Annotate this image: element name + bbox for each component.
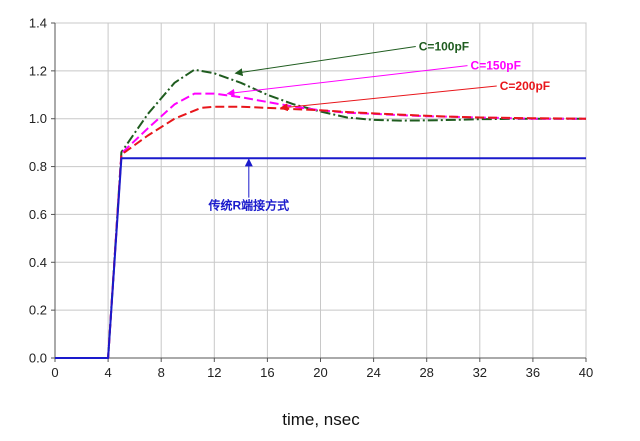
y-tick-label: 0.4 [29,255,47,270]
annotation-label-1: C=100pF [419,40,469,54]
annotation-label-2: C=150pF [471,59,521,73]
annotation-label-4: 传统R端接方式 [207,198,289,213]
series-line-4 [55,157,586,359]
series-line-1 [55,68,586,359]
y-tick-label: 0.6 [29,207,47,222]
annotation-arrow-3 [279,85,497,112]
y-tick-label: 0.0 [29,351,47,366]
annotation-arrow-2 [226,65,468,97]
y-tick-label: 0.8 [29,159,47,174]
annotation-label-3: C=200pF [500,79,550,93]
tick-labels: 0 4 8 12 16 20 24 28 32 36 40 0.0 0.2 0.4 0.6 0.8 1.0 1.2… [29,16,593,381]
x-tick-label: 12 [207,365,221,380]
series-line-3 [55,105,587,359]
y-tick-label: 1.2 [29,63,47,78]
x-tick-label: 24 [366,365,380,380]
x-tick-label: 40 [579,365,593,380]
x-axis-label: time, nsec [282,410,360,429]
y-tick-label: 1.0 [29,111,47,126]
x-tick-label: 4 [104,365,111,380]
x-tick-label: 20 [313,365,327,380]
y-tick-label: 1.4 [29,16,47,31]
annotation-arrow-1 [234,46,416,77]
x-tick-label: 0 [51,365,58,380]
x-tick-label: 32 [473,365,487,380]
x-tick-label: 16 [260,365,274,380]
x-tick-label: 36 [526,365,540,380]
y-tick-label: 0.2 [29,303,47,318]
x-tick-label: 28 [419,365,433,380]
series-lines [55,68,587,359]
x-tick-label: 8 [158,365,165,380]
